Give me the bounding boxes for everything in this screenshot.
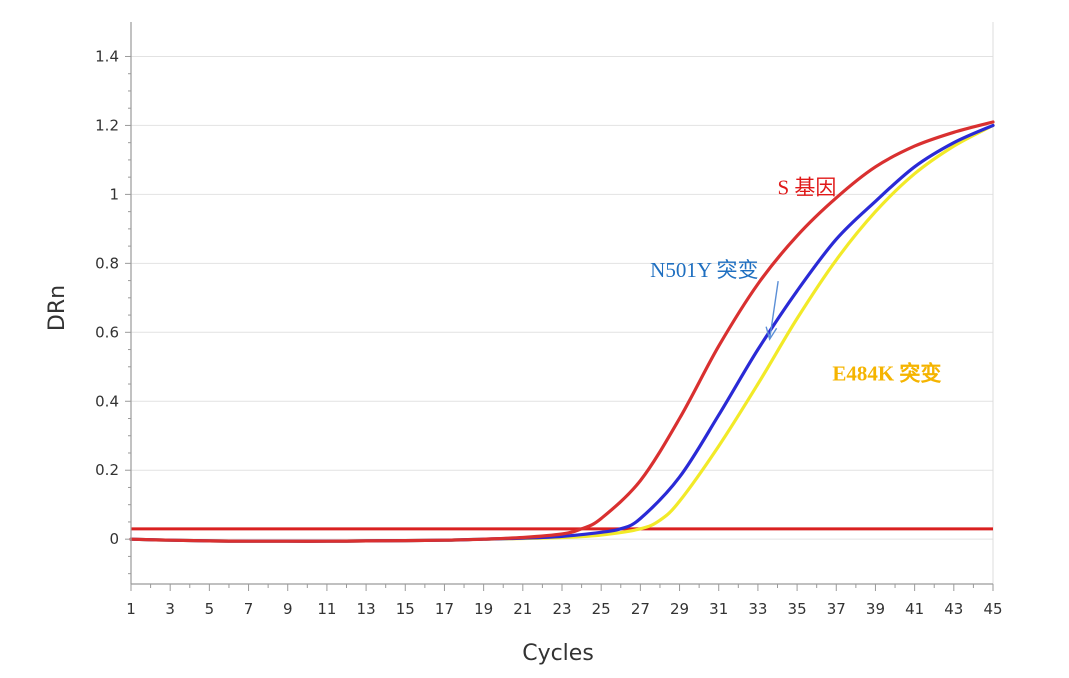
- axes: [125, 22, 994, 591]
- y-tick-label: 0: [109, 530, 119, 548]
- x-tick-label: 19: [474, 600, 493, 618]
- x-tick-label: 11: [317, 600, 336, 618]
- series-line-0: [129, 120, 995, 543]
- x-axis-title: Cycles: [522, 641, 594, 666]
- x-tick-label: 7: [244, 600, 254, 618]
- x-tick-label: 45: [983, 600, 1002, 618]
- annotations: S 基因 N501Y 突变 E484K 突变: [650, 175, 941, 385]
- x-tick-label: 29: [670, 600, 689, 618]
- x-tick-label: 43: [944, 600, 963, 618]
- x-tick-label: 17: [435, 600, 454, 618]
- x-tick-label: 3: [165, 600, 175, 618]
- series-line-2: [129, 123, 995, 543]
- annotation-arrow-head: [765, 326, 778, 341]
- y-tick-label: 0.6: [95, 323, 119, 341]
- x-tick-label: 1: [126, 600, 136, 618]
- x-tick-label: 13: [357, 600, 376, 618]
- x-tick-label: 41: [905, 600, 924, 618]
- x-tick-label: 31: [709, 600, 728, 618]
- x-tick-label: 25: [592, 600, 611, 618]
- annotation-label-0: S 基因: [778, 175, 837, 199]
- grid: [131, 22, 994, 584]
- tick-labels: 00.20.40.60.811.21.41 3 5 7 9 11 13 15 17 19 21 23 2…: [95, 47, 1002, 618]
- annotation-label-1: N501Y 突变: [650, 258, 758, 282]
- series-group: [129, 120, 995, 543]
- annotation-label-2: E484K 突变: [832, 362, 941, 386]
- x-tick-label: 23: [552, 600, 571, 618]
- annotation-arrow: [768, 281, 779, 340]
- x-tick-label: 39: [866, 600, 885, 618]
- x-tick-label: 21: [513, 600, 532, 618]
- x-tick-label: 15: [396, 600, 415, 618]
- x-tick-label: 27: [631, 600, 650, 618]
- y-tick-label: 1.4: [95, 47, 119, 65]
- y-tick-label: 0.8: [95, 254, 119, 272]
- y-axis-title: DRn: [45, 285, 70, 331]
- series-line-1: [129, 123, 995, 543]
- y-tick-label: 0.4: [95, 392, 119, 410]
- y-tick-label: 1: [109, 185, 119, 203]
- x-tick-label: 37: [827, 600, 846, 618]
- y-tick-label: 0.2: [95, 461, 119, 479]
- x-tick-label: 35: [788, 600, 807, 618]
- x-tick-label: 5: [205, 600, 215, 618]
- x-tick-label: 9: [283, 600, 293, 618]
- x-tick-label: 33: [748, 600, 767, 618]
- y-tick-label: 1.2: [95, 116, 119, 134]
